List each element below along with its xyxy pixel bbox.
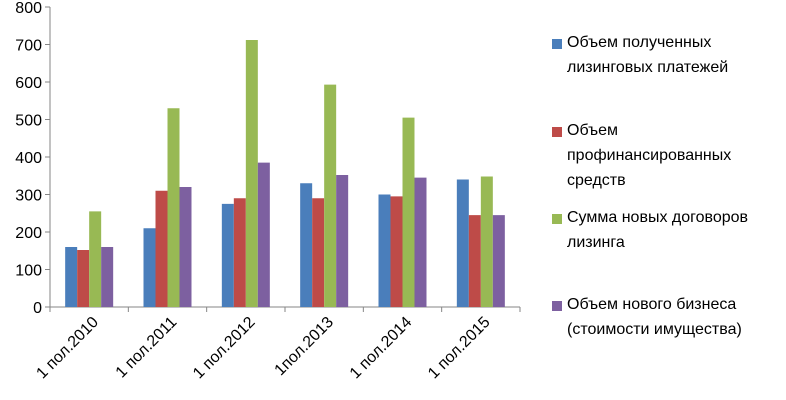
bar — [77, 250, 90, 307]
bar — [245, 40, 258, 307]
bar — [456, 179, 469, 307]
bar — [179, 187, 192, 307]
bar — [390, 196, 403, 307]
y-tick-label: 600 — [15, 75, 42, 92]
y-tick-label: 500 — [15, 113, 42, 130]
y-tick-label: 0 — [33, 300, 42, 317]
bar — [336, 175, 349, 307]
x-tick-label: 1 пол.2015 — [425, 314, 494, 383]
legend-item: Объем полученных лизинговых платежей — [552, 30, 784, 80]
x-tick-label: 1 пол.2011 — [113, 314, 181, 382]
legend-label: Объем профинансированных средств — [567, 122, 732, 189]
bar — [257, 162, 270, 307]
bar — [378, 194, 391, 307]
bar — [492, 215, 505, 307]
bar — [402, 117, 415, 307]
legend-label: Объем нового бизнеса (стоимости имуществ… — [567, 296, 742, 338]
bar — [414, 177, 427, 307]
y-tick-label: 700 — [15, 38, 42, 55]
y-tick-label: 400 — [15, 150, 42, 167]
bar — [324, 84, 337, 307]
bar — [468, 215, 481, 307]
bar — [155, 190, 168, 307]
legend-swatch — [552, 214, 562, 224]
legend-item: Сумма новых договоров лизинга — [552, 205, 784, 255]
legend-item: Объем профинансированных средств — [552, 118, 784, 193]
legend-swatch — [552, 301, 562, 311]
y-tick-label: 300 — [15, 188, 42, 205]
bar — [65, 247, 78, 307]
legend-swatch — [552, 39, 562, 49]
bar — [101, 247, 114, 307]
bar — [143, 228, 156, 307]
y-tick-label: 800 — [15, 0, 42, 17]
bar — [312, 198, 325, 307]
bar — [233, 198, 246, 307]
x-tick-labels: 1 пол.2010 1 пол.2011 1 пол.2012 1пол.2013 1… — [33, 314, 493, 383]
bar — [300, 183, 313, 307]
bar — [480, 176, 493, 307]
y-tick-labels: 0 100 200 300 400 500 600 700 800 — [15, 0, 42, 317]
axes — [45, 6, 521, 312]
legend-item: Объем нового бизнеса (стоимости имуществ… — [552, 292, 784, 342]
legend-label: Сумма новых договоров лизинга — [567, 209, 749, 251]
legend-swatch — [552, 127, 562, 137]
x-tick-label: 1пол.2013 — [272, 314, 337, 379]
x-tick-label: 1 пол.2012 — [190, 314, 259, 383]
bar — [221, 203, 234, 307]
bars — [65, 40, 505, 307]
bar — [89, 211, 102, 307]
y-tick-label: 100 — [15, 263, 42, 280]
y-tick-label: 200 — [15, 225, 42, 242]
legend-label: Объем полученных лизинговых платежей — [567, 34, 729, 76]
x-tick-label: 1 пол.2010 — [33, 314, 102, 383]
x-tick-label: 1 пол.2014 — [347, 314, 416, 383]
bar — [167, 108, 180, 307]
